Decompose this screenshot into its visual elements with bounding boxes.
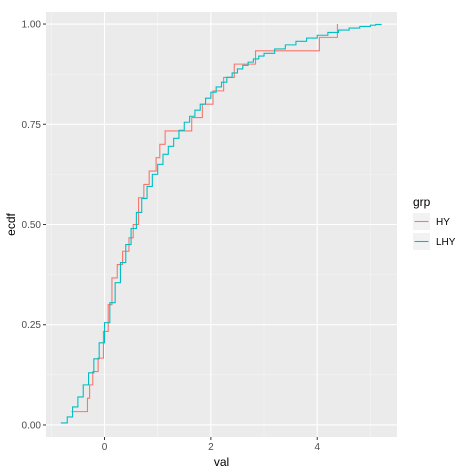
x-tick-label: 0: [102, 442, 108, 453]
x-axis-title: val: [214, 455, 229, 469]
legend-label-lhy: LHY: [436, 237, 456, 248]
series-hy: [71, 24, 338, 413]
y-tick-label: 0.50: [22, 220, 42, 231]
legend-item-hy: HY: [413, 213, 450, 230]
legend-item-lhy: LHY: [413, 233, 456, 250]
series-layer: [60, 23, 382, 424]
legend-title: grp: [413, 195, 431, 209]
y-axis: 0.00 0.25 0.50 0.75 1.00: [22, 20, 46, 431]
series-line-hy: [71, 24, 338, 413]
x-tick-label: 4: [314, 442, 320, 453]
legend-items: HY LHY: [413, 213, 456, 250]
x-axis: 0 2 4: [102, 437, 320, 453]
series-lhy: [60, 23, 382, 424]
y-tick-label: 0.25: [22, 320, 42, 331]
series-line-lhy: [60, 23, 382, 424]
legend: grp HY LHY: [413, 195, 456, 250]
y-tick-label: 0.75: [22, 120, 42, 131]
y-tick-label: 1.00: [22, 20, 42, 31]
y-axis-title: ecdf: [4, 212, 18, 235]
y-tick-label: 0.00: [22, 420, 42, 431]
major-gridlines: [46, 12, 397, 437]
legend-label-hy: HY: [436, 217, 450, 228]
x-tick-label: 2: [208, 442, 214, 453]
